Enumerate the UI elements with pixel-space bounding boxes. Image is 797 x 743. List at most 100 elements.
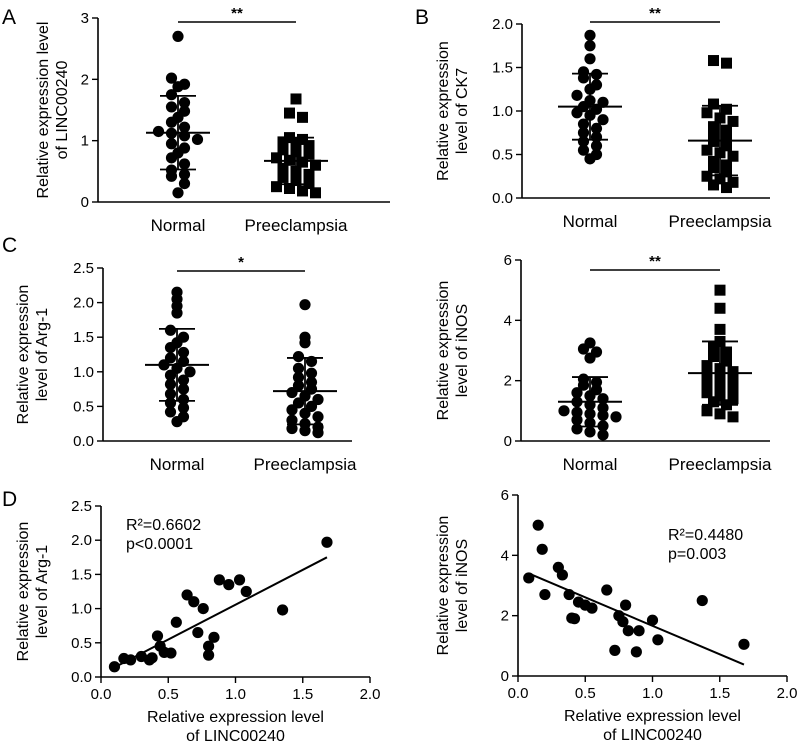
data-point (277, 136, 289, 148)
data-point (601, 584, 613, 596)
y-tick-label: 3 (81, 10, 89, 27)
data-point (708, 98, 719, 110)
data-point (184, 366, 196, 378)
data-point (165, 101, 178, 113)
data-point (165, 138, 178, 150)
data-point (721, 124, 732, 136)
data-point (286, 422, 298, 435)
data-point (299, 337, 311, 349)
data-point (178, 178, 191, 190)
panel-label: A (2, 6, 16, 29)
data-point (721, 346, 732, 358)
data-point (177, 383, 190, 395)
y-tick-label: 1.0 (73, 364, 94, 381)
data-point (701, 369, 713, 381)
data-point (714, 408, 726, 420)
data-point (714, 302, 726, 314)
data-point (312, 411, 324, 423)
data-point (597, 114, 609, 126)
data-point (577, 118, 590, 130)
data-point (151, 630, 164, 642)
data-point (622, 625, 634, 637)
data-point (721, 103, 732, 115)
data-point (305, 367, 318, 379)
chart-panel-a: A 0 1 2 3 Relative expression level of LINC002… (2, 5, 390, 235)
stat-annotation-line: p<0.0001 (126, 536, 193, 553)
y-axis-label-line: Relative expression (435, 516, 452, 656)
y-tick-label: 1.5 (71, 566, 92, 583)
data-point (571, 89, 583, 101)
y-axis-label: Relative expression level of CK7 (435, 41, 471, 181)
data-point (165, 170, 178, 182)
data-point (536, 543, 548, 555)
data-point (276, 604, 289, 616)
data-point (727, 411, 739, 423)
x-category-label: Preeclampsia (245, 216, 349, 235)
x-axis-label-line: Relative expression level (147, 709, 324, 726)
data-point (721, 182, 732, 194)
data-point (523, 572, 535, 584)
y-tick-label: 0 (504, 433, 512, 450)
data-point (286, 414, 298, 426)
data-point (701, 107, 713, 119)
data-point (312, 427, 324, 439)
data-point (708, 341, 719, 353)
y-tick-label: 2 (504, 373, 512, 390)
data-point (172, 187, 184, 199)
y-tick-label: 2.5 (73, 260, 94, 277)
y-axis-label: Relative expression level of iNOS (435, 516, 471, 656)
data-point (177, 346, 190, 359)
data-point (701, 378, 713, 390)
data-point (609, 644, 621, 656)
data-point (577, 135, 590, 148)
data-point (558, 405, 570, 417)
x-category-label: Preeclampsia (254, 455, 358, 474)
data-point (223, 579, 235, 591)
data-point (597, 409, 609, 421)
data-point (577, 379, 590, 391)
data-point (584, 352, 596, 364)
data-point (738, 638, 750, 650)
x-category-label: Normal (563, 212, 618, 231)
data-point (708, 155, 719, 167)
data-point (303, 140, 315, 152)
chart-panel-c1: C 0.0 0.5 1.0 1.5 2.0 2.5 Relative expression le… (2, 234, 357, 474)
chart-panel-c2: 0 2 4 6 Relative expression level of iNOS Norm… (435, 252, 772, 474)
data-point (714, 284, 726, 296)
significance-mark: ** (649, 253, 661, 270)
chart-panel-d2: 0 2 4 6 Relative expression level of iNOS 0.0 0… (435, 487, 797, 743)
y-tick-label: 0.0 (71, 669, 92, 686)
data-point (646, 614, 659, 626)
x-tick-label: 0.0 (508, 685, 529, 702)
data-point (297, 133, 308, 145)
y-axis-label-line: Relative expression (15, 522, 32, 662)
data-point (310, 159, 321, 171)
data-point (178, 97, 191, 109)
y-tick-label: 0.5 (492, 147, 513, 164)
data-point (171, 416, 183, 428)
data-point (701, 387, 713, 399)
data-point (271, 181, 282, 193)
data-point (714, 173, 726, 185)
data-point (727, 366, 739, 378)
y-axis-label-line: Relative expression level (35, 22, 52, 199)
data-point (584, 29, 596, 41)
data-point (240, 585, 252, 598)
data-point (164, 388, 177, 400)
data-point (708, 179, 719, 191)
data-point (633, 625, 645, 637)
x-tick-label: 2.0 (360, 686, 381, 703)
data-point (297, 185, 308, 197)
data-point (321, 536, 333, 548)
data-point (170, 616, 182, 628)
data-point (192, 626, 204, 639)
data-point (271, 152, 282, 164)
x-tick-label: 1.0 (225, 686, 246, 703)
data-point (721, 131, 732, 143)
y-tick-label: 6 (501, 487, 509, 504)
y-axis-label-line: Relative expression (435, 281, 452, 421)
data-point (165, 72, 178, 84)
data-point (303, 148, 315, 160)
data-point (177, 402, 190, 414)
x-axis-label-line: Relative expression level (564, 708, 741, 725)
